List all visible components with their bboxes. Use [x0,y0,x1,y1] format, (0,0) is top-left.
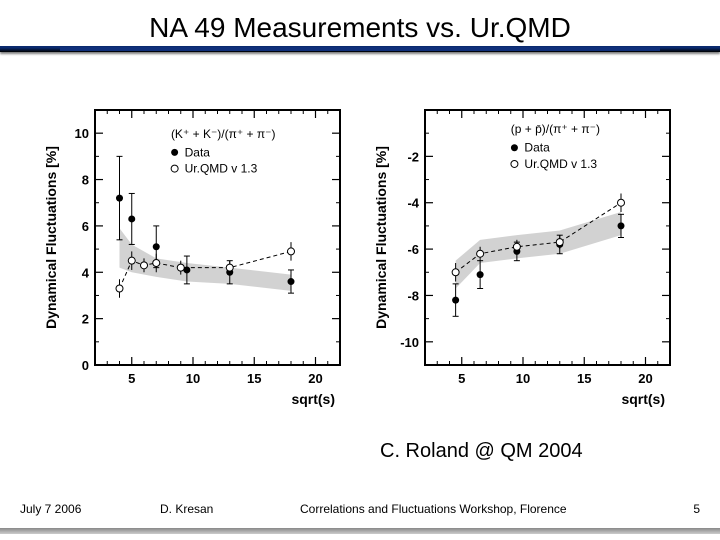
footer-separator [0,528,720,534]
model-point [556,239,563,246]
ylabel: Dynamical Fluctuations [%] [43,146,59,329]
legend-marker [511,144,518,151]
xlabel: sqrt(s) [621,391,665,407]
ytick-label: -4 [407,196,419,211]
ytick-label: -2 [407,149,419,164]
model-point [141,262,148,269]
xtick-label: 20 [308,371,322,386]
model-point [477,250,484,257]
xtick-label: 5 [128,371,135,386]
plot-svg: 5 10 15 20 -10 -8 -6 -4 -2 sqrt(s) Dynamical Fluct… [370,100,680,410]
ytick-label: -6 [407,242,419,257]
ratio-label: (K⁺ + K⁻)/(π⁺ + π⁻) [171,127,276,141]
ytick-label: 0 [82,358,89,373]
ylabel: Dynamical Fluctuations [%] [373,146,389,329]
ytick-label: -10 [400,335,419,350]
ytick-label: 2 [82,312,89,327]
legend-label: Ur.QMD v 1.3 [185,162,258,176]
model-point [128,257,135,264]
footer-author: D. Kresan [160,502,213,516]
model-point [513,243,520,250]
ytick-label: 6 [82,219,89,234]
xtick-label: 20 [638,371,652,386]
xtick-label: 10 [186,371,200,386]
data-point [477,271,484,278]
legend-marker [171,149,178,156]
plot-right: 5 10 15 20 -10 -8 -6 -4 -2 sqrt(s) Dynamical Fluct… [370,100,680,410]
ytick-label: 8 [82,173,89,188]
data-point [153,243,160,250]
model-point [288,248,295,255]
model-point [116,285,123,292]
slide-title: NA 49 Measurements vs. Ur.QMD [0,8,720,46]
ytick-label: -8 [407,288,419,303]
ratio-label: (p + p̄)/(π⁺ + π⁻) [511,122,600,136]
legend-marker [171,165,178,172]
xtick-label: 15 [247,371,261,386]
data-point [618,222,625,229]
slide: NA 49 Measurements vs. Ur.QMD 5 10 15 20 0 2 4… [0,0,720,540]
xtick-label: 5 [458,371,465,386]
data-point [452,297,459,304]
plots-row: 5 10 15 20 0 2 4 6 8 10 sqrt(s) Dynamical Fluctuati… [40,100,680,420]
xtick-label: 10 [516,371,530,386]
title-underline [60,47,660,51]
legend-label: Data [524,141,550,155]
data-point [128,215,135,222]
data-point [288,278,295,285]
credit-text: C. Roland @ QM 2004 [380,440,583,463]
legend-label: Ur.QMD v 1.3 [524,157,597,171]
footer: July 7 2006 D. Kresan Correlations and F… [0,502,720,522]
uncertainty-band [120,228,292,291]
legend-label: Data [185,145,211,159]
legend-marker [511,160,518,167]
footer-date: July 7 2006 [20,502,81,516]
ytick-label: 4 [82,265,90,280]
plot-svg: 5 10 15 20 0 2 4 6 8 10 sqrt(s) Dynamical Fluctuati… [40,100,350,410]
model-point [618,199,625,206]
model-point [177,264,184,271]
xlabel: sqrt(s) [291,391,335,407]
xtick-label: 15 [577,371,591,386]
model-point [153,260,160,267]
data-point [116,195,123,202]
footer-venue: Correlations and Fluctuations Workshop, … [300,502,567,516]
plot-left: 5 10 15 20 0 2 4 6 8 10 sqrt(s) Dynamical Fluctuati… [40,100,350,410]
footer-page: 5 [693,502,700,516]
model-point [226,264,233,271]
model-point [452,269,459,276]
ytick-label: 10 [75,126,89,141]
